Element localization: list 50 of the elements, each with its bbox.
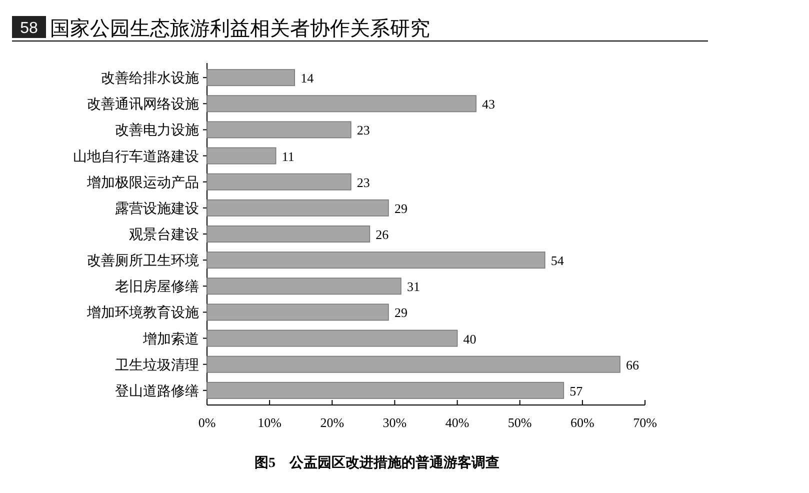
x-tick-label: 50% [508, 415, 532, 430]
bar [206, 330, 458, 347]
bar [206, 69, 295, 86]
y-tick-label: 观景台建设 [129, 227, 199, 243]
data-label: 40 [463, 331, 476, 346]
y-tick-label: 卫生垃圾清理 [115, 357, 199, 374]
data-label: 23 [356, 122, 370, 138]
data-label: 11 [282, 148, 294, 164]
data-label: 29 [394, 200, 408, 216]
y-tick-label: 增加索道 [142, 331, 199, 348]
y-tick-label: 露营设施建设 [115, 200, 199, 217]
x-tick-label: 0% [198, 415, 216, 430]
text: 图5 公盂园区改进措施的普通游客调查 [254, 454, 500, 471]
x-tick-label: 20% [320, 415, 344, 430]
x-tick-label: 30% [382, 415, 407, 430]
x-tick-label: 70% [633, 415, 658, 430]
bar [206, 95, 476, 112]
y-tick-label: 改善给排水设施 [101, 70, 199, 87]
bar [206, 252, 546, 269]
text: 58 [20, 20, 38, 37]
bar [206, 147, 276, 164]
data-label: 14 [300, 70, 314, 86]
data-label: 43 [482, 96, 496, 112]
bar [206, 382, 564, 399]
bar [206, 356, 620, 373]
y-tick-label: 改善电力设施 [115, 122, 199, 139]
data-label: 31 [406, 279, 420, 294]
y-tick-label: 老旧房屋修缮 [115, 279, 199, 296]
y-tick-label: 增加环境教育设施 [86, 304, 199, 322]
text: 国家公园生态旅游利益相关者协作关系研究 [50, 16, 430, 40]
x-tick-label: 60% [570, 415, 595, 430]
y-tick-label: 改善通讯网络设施 [87, 96, 199, 113]
data-label: 54 [550, 253, 564, 268]
bar [206, 278, 402, 295]
data-label: 57 [570, 383, 584, 398]
bar [206, 173, 352, 190]
x-tick-label: 40% [445, 415, 470, 430]
y-tick-label: 山地自行车道路建设 [73, 148, 199, 165]
data-label: 66 [626, 357, 640, 372]
data-label: 29 [394, 305, 408, 320]
bar [206, 304, 389, 321]
y-tick-label: 改善厕所卫生环境 [87, 252, 199, 270]
data-label: 26 [376, 227, 390, 242]
bar [206, 199, 389, 216]
bar [206, 226, 370, 242]
data-label: 23 [356, 174, 370, 190]
y-tick-label: 登山道路修缮 [115, 383, 199, 400]
y-tick-label: 增加极限运动产品 [86, 174, 199, 191]
bar [206, 121, 352, 138]
x-tick-label: 10% [258, 415, 282, 430]
